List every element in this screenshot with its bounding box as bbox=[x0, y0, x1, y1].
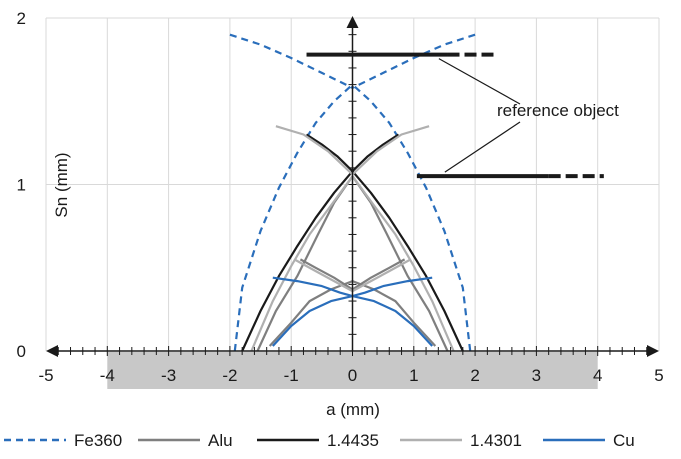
series-Alu-curve-4 bbox=[299, 258, 354, 291]
x-axis-right-arrow bbox=[647, 345, 659, 357]
x-axis-left-arrow bbox=[46, 345, 58, 357]
series-Alu-curve-5 bbox=[351, 258, 406, 291]
series-1.4301-curve-5 bbox=[351, 258, 412, 293]
series-1.4301-curve-1 bbox=[351, 175, 455, 352]
tick-labels-layer: -5 -4 -3 -2 -1 0 1 2 3 4 5 0 1 2 bbox=[17, 9, 664, 385]
legend: Fe360 Alu 1.4435 1.4301 Cu bbox=[4, 431, 635, 450]
x-tick-label: 2 bbox=[470, 366, 479, 385]
legend-label-Cu: Cu bbox=[613, 431, 635, 450]
series-Alu-curve-1 bbox=[351, 175, 449, 352]
x-tick-label: -2 bbox=[222, 366, 237, 385]
series-Fe360-curve-3 bbox=[352, 33, 476, 89]
series-Cu-curve-1 bbox=[352, 295, 434, 347]
series-Alu-curve-3 bbox=[352, 280, 437, 347]
x-tick-label: 4 bbox=[593, 366, 602, 385]
x-tick-label: -5 bbox=[38, 366, 53, 385]
x-tick-label: -3 bbox=[161, 366, 176, 385]
legend-label-Alu: Alu bbox=[208, 431, 233, 450]
shaded-band bbox=[107, 352, 598, 389]
series-layer bbox=[229, 33, 476, 352]
y-tick-label: 1 bbox=[17, 176, 26, 195]
series-Alu-curve-0 bbox=[256, 175, 354, 352]
x-tick-label: 3 bbox=[532, 366, 541, 385]
series-Cu-curve-3 bbox=[352, 276, 433, 298]
annotation-leader-upper bbox=[438, 58, 521, 105]
y-tick-label: 2 bbox=[17, 9, 26, 28]
series-Cu-curve-2 bbox=[272, 276, 353, 298]
x-axis-title: a (mm) bbox=[326, 400, 380, 419]
series-1.4435-curve-2 bbox=[305, 133, 354, 172]
axes-layer bbox=[46, 16, 659, 357]
series-Alu-curve-2 bbox=[268, 280, 353, 347]
x-tick-label: -4 bbox=[100, 366, 115, 385]
series-Fe360-curve-1 bbox=[351, 83, 472, 352]
reference-object-annotation: reference object bbox=[497, 101, 619, 120]
x-tick-label: 0 bbox=[348, 366, 357, 385]
series-1.4435-curve-0 bbox=[241, 170, 354, 352]
series-1.4435-curve-3 bbox=[351, 133, 400, 172]
series-1.4301-curve-3 bbox=[351, 125, 430, 176]
reference-object-layer bbox=[306, 52, 604, 179]
legend-label-1.4435: 1.4435 bbox=[327, 431, 379, 450]
series-1.4301-curve-2 bbox=[275, 125, 354, 176]
shaded-band-layer bbox=[107, 352, 598, 389]
y-tick-label: 0 bbox=[17, 342, 26, 361]
series-1.4435-curve-1 bbox=[351, 170, 464, 352]
annotation-leader-lower bbox=[444, 121, 521, 173]
series-Cu-curve-0 bbox=[271, 295, 353, 347]
y-axis-arrow bbox=[346, 16, 359, 28]
x-tick-label: 1 bbox=[409, 366, 418, 385]
series-Fe360-curve-2 bbox=[229, 33, 353, 89]
series-1.4301-curve-0 bbox=[250, 175, 354, 352]
legend-label-Fe360: Fe360 bbox=[74, 431, 122, 450]
series-Fe360-curve-0 bbox=[233, 83, 354, 352]
x-tick-label: -1 bbox=[284, 366, 299, 385]
y-axis-title: Sn (mm) bbox=[52, 152, 71, 217]
x-tick-label: 5 bbox=[654, 366, 663, 385]
legend-label-1.4301: 1.4301 bbox=[470, 431, 522, 450]
series-1.4301-curve-4 bbox=[293, 258, 354, 293]
